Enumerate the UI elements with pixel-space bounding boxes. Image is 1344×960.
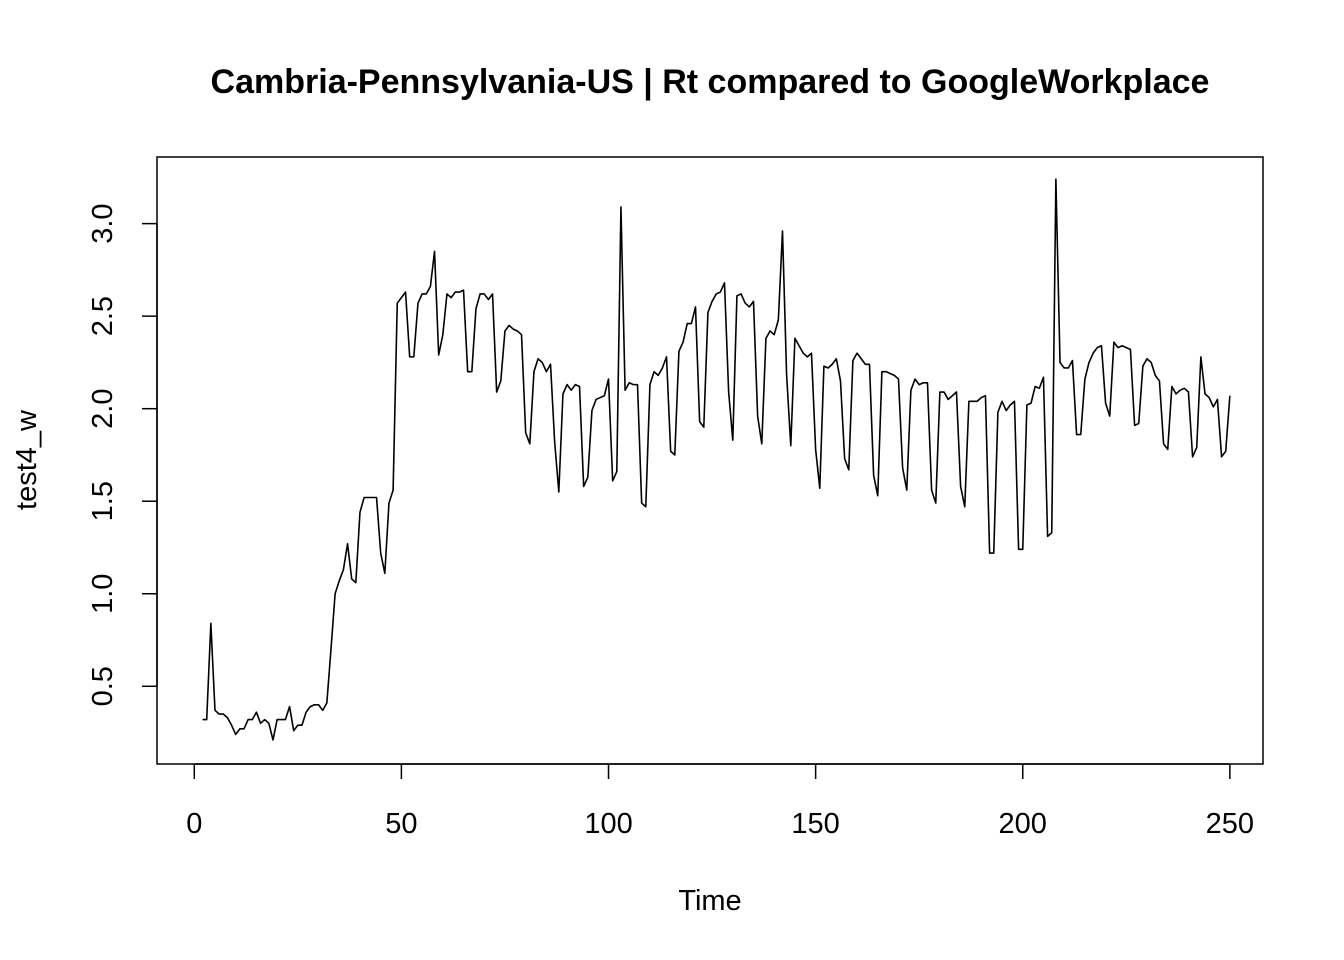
x-tick-label: 250 (1206, 808, 1254, 840)
y-axis: 0.5 1.0 1.5 2.0 2.5 3.0 (87, 203, 158, 706)
x-tick-label: 50 (385, 808, 417, 840)
plot-frame (156, 156, 1264, 765)
y-tick-label: 1.0 (87, 574, 119, 614)
x-tick-label: 200 (999, 808, 1047, 840)
x-axis: 0 50 100 150 200 250 (186, 763, 1254, 840)
chart-title: Cambria-Pennsylvania-US | Rt compared to… (211, 63, 1210, 101)
x-axis-label: Time (678, 885, 741, 917)
y-axis-label: test4_w (11, 409, 43, 510)
y-tick-label: 3.0 (87, 203, 119, 243)
x-tick-label: 100 (584, 808, 632, 840)
y-tick-label: 1.5 (87, 481, 119, 521)
y-tick-label: 2.5 (87, 296, 119, 336)
y-tick-label: 0.5 (87, 666, 119, 706)
y-tick-label: 2.0 (87, 389, 119, 429)
series-line (202, 178, 1231, 741)
x-tick-label: 150 (791, 808, 839, 840)
x-tick-label: 0 (186, 808, 202, 840)
